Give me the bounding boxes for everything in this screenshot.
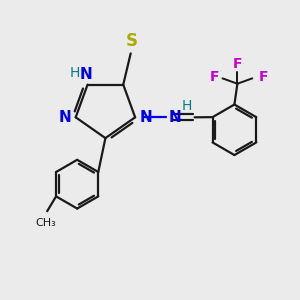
- Text: N: N: [140, 110, 152, 125]
- Text: CH₃: CH₃: [35, 218, 56, 228]
- Text: F: F: [259, 70, 268, 84]
- Text: H: H: [70, 66, 80, 80]
- Text: N: N: [58, 110, 71, 125]
- Text: F: F: [233, 57, 243, 71]
- Text: N: N: [80, 67, 92, 82]
- Text: N: N: [169, 110, 182, 125]
- Text: F: F: [209, 70, 219, 84]
- Text: H: H: [182, 99, 192, 113]
- Text: S: S: [125, 32, 137, 50]
